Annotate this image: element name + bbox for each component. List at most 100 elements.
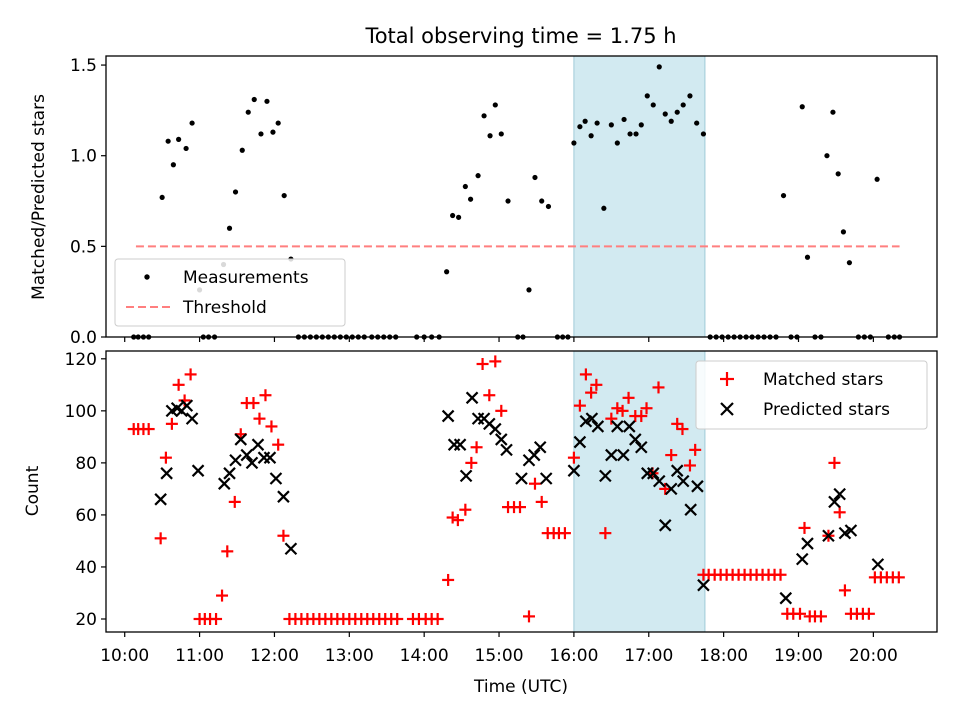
matched-point [683, 459, 696, 472]
measurement-point [481, 113, 487, 119]
matched-point [585, 386, 598, 399]
measurement-point [526, 287, 532, 293]
matched-point [676, 423, 689, 436]
measurement-point [700, 131, 707, 137]
measurement-point [687, 93, 693, 99]
matched-point [228, 495, 241, 508]
matched-point [616, 404, 629, 417]
matched-point [828, 456, 841, 469]
matched-point [833, 506, 846, 519]
predicted-point [441, 409, 455, 423]
matched-point [495, 404, 508, 417]
measurement-point [505, 198, 511, 204]
measurement-point [680, 102, 686, 108]
measurement-point [264, 98, 270, 104]
top-x-ticks [124, 337, 874, 342]
x-tick-label: 15:00 [475, 646, 524, 666]
matched-point [259, 389, 272, 402]
top-axes-frame [105, 55, 938, 338]
measurement-point [846, 260, 853, 266]
legend-measurements-label: Measurements [183, 268, 309, 288]
y-tick-label: 0.5 [70, 237, 97, 257]
matched-point [774, 568, 787, 581]
measurement-point [571, 140, 577, 146]
predicted-point [154, 493, 167, 506]
matched-point [622, 391, 635, 404]
predicted-point [684, 503, 697, 516]
measurement-point [608, 122, 614, 128]
x-tick-label: 18:00 [699, 646, 748, 666]
predicted-point [471, 412, 485, 425]
matched-point [159, 451, 172, 464]
predicted-point [623, 420, 636, 433]
matched-point [165, 417, 178, 430]
measurement-point [532, 174, 538, 181]
matched-point [689, 443, 702, 456]
x-tick-label: 12:00 [250, 646, 299, 666]
predicted-point [185, 412, 199, 425]
predicted-point [453, 438, 467, 451]
predicted-point [459, 469, 473, 483]
measurement-point [498, 131, 504, 137]
predicted-point [801, 537, 814, 550]
predicted-point [160, 467, 173, 480]
measurement-point [627, 131, 633, 137]
top-y-axis-label: Matched/Predicted stars [29, 94, 49, 300]
measurement-point [281, 192, 287, 199]
predicted-point [646, 467, 660, 480]
matched-point [253, 412, 266, 425]
measurement-point [456, 214, 462, 220]
measurement-point [662, 111, 668, 117]
measurement-point [183, 145, 189, 152]
matched-point [579, 368, 592, 381]
matched-point [535, 495, 548, 508]
predicted-point [277, 490, 290, 503]
predicted-point [691, 480, 704, 493]
predicted-point [251, 438, 265, 451]
bottom-plot-marks [127, 355, 905, 625]
predicted-point [447, 438, 461, 451]
predicted-point [489, 422, 502, 436]
measurement-point [840, 229, 847, 235]
y-tick-label: 40 [75, 558, 97, 578]
legend-matched-marker [720, 372, 734, 386]
measurement-point [487, 133, 493, 139]
measurement-point [258, 131, 264, 137]
x-tick-label: 10:00 [100, 646, 149, 666]
matched-point [446, 511, 459, 524]
measurement-point [668, 118, 674, 124]
measurement-point [614, 140, 620, 146]
matched-point [892, 571, 905, 584]
matched-point [431, 612, 444, 625]
predicted-point [611, 420, 624, 433]
measurement-point [270, 129, 276, 135]
measurement-point [588, 133, 594, 139]
matched-point [142, 423, 155, 436]
measurement-point [189, 120, 195, 126]
measurement-point [176, 136, 182, 142]
matched-point [154, 532, 167, 545]
predicted-point [795, 552, 809, 566]
predicted-point [697, 578, 710, 592]
matched-point [391, 612, 404, 625]
measurement-point [656, 64, 662, 70]
predicted-point [573, 435, 587, 449]
measurement-point [582, 118, 588, 124]
measurement-point [874, 176, 880, 182]
legend-predicted-marker [720, 402, 734, 416]
legend-measurements-marker [144, 274, 150, 280]
predicted-point [585, 412, 599, 425]
predicted-point [539, 472, 553, 485]
matched-point [272, 438, 285, 451]
matched-point [277, 529, 290, 542]
y-tick-label: 20 [75, 610, 97, 630]
matched-point [838, 584, 851, 597]
top-panel: 0.0 0.5 1.0 1.5 Matched/Predicted stars Mea… [29, 55, 938, 348]
predicted-point [828, 495, 841, 509]
predicted-point [617, 448, 630, 462]
measurement-point [444, 269, 450, 275]
y-tick-label: 120 [65, 350, 97, 370]
predicted-point [223, 467, 236, 480]
predicted-point [229, 453, 242, 467]
predicted-point [599, 469, 612, 483]
